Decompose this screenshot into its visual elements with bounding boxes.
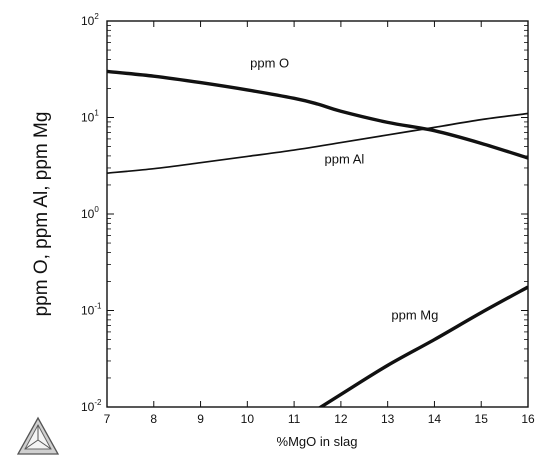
series-lines [107, 69, 528, 407]
x-tick-label: 13 [381, 412, 395, 426]
tick-marks [106, 20, 529, 408]
x-tick-label: 14 [428, 412, 442, 426]
y-tick-label: 102 [81, 12, 99, 28]
x-tick-label: 15 [475, 412, 489, 426]
y-tick-label: 10-2 [81, 398, 102, 414]
y-tick-labels: 10-2 10-1 100 101 102 [81, 12, 102, 414]
x-tick-label: 11 [288, 412, 301, 426]
series-label-ppm-al: ppm Al [325, 151, 365, 166]
x-tick-label: 16 [521, 412, 535, 426]
series-line-ppm-o [107, 69, 528, 160]
x-tick-label: 12 [334, 412, 348, 426]
series-label-ppm-mg: ppm Mg [391, 307, 438, 322]
y-axis-title: ppm O, ppm Al, ppm Mg [31, 112, 52, 317]
thermo-calc-logo-icon [16, 416, 60, 455]
x-axis-title: %MgO in slag [277, 434, 358, 449]
x-tick-labels: 7 8 9 10 11 12 13 14 15 16 [104, 412, 535, 426]
x-tick-label: 9 [197, 412, 204, 426]
y-tick-label: 100 [81, 205, 99, 221]
series-line-ppm-al [107, 112, 528, 175]
y-tick-label: 10-1 [81, 302, 102, 318]
x-tick-label: 10 [241, 412, 255, 426]
x-tick-label: 8 [150, 412, 157, 426]
series-label-ppm-o: ppm O [250, 56, 289, 71]
y-tick-label: 101 [81, 109, 99, 125]
series-line-ppm-mg [317, 285, 528, 407]
x-tick-label: 7 [104, 412, 111, 426]
series-labels: ppm O ppm Al ppm Mg [250, 56, 438, 323]
